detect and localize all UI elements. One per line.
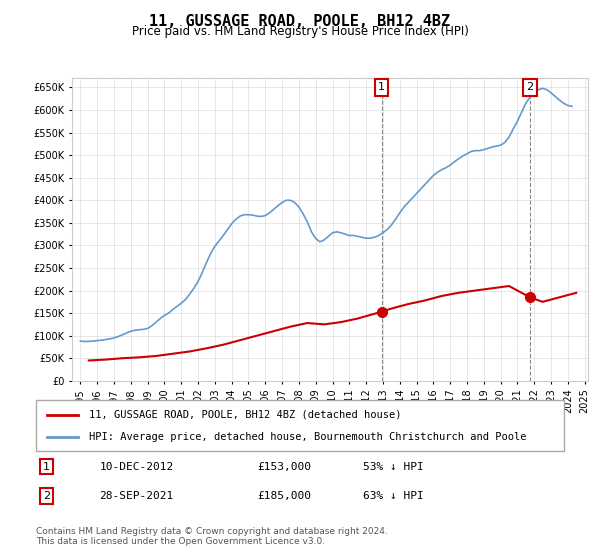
Text: 11, GUSSAGE ROAD, POOLE, BH12 4BZ (detached house): 11, GUSSAGE ROAD, POOLE, BH12 4BZ (detac… [89,409,401,419]
Text: HPI: Average price, detached house, Bournemouth Christchurch and Poole: HPI: Average price, detached house, Bour… [89,432,526,442]
Text: 63% ↓ HPI: 63% ↓ HPI [364,491,424,501]
Text: 2: 2 [526,82,533,92]
Text: 2: 2 [43,491,50,501]
FancyBboxPatch shape [36,400,564,451]
Text: 53% ↓ HPI: 53% ↓ HPI [364,461,424,472]
Text: 10-DEC-2012: 10-DEC-2012 [100,461,173,472]
Text: 28-SEP-2021: 28-SEP-2021 [100,491,173,501]
Text: Contains HM Land Registry data © Crown copyright and database right 2024.
This d: Contains HM Land Registry data © Crown c… [36,526,388,546]
Text: 11, GUSSAGE ROAD, POOLE, BH12 4BZ: 11, GUSSAGE ROAD, POOLE, BH12 4BZ [149,14,451,29]
Text: 1: 1 [378,82,385,92]
Text: £185,000: £185,000 [258,491,312,501]
Text: £153,000: £153,000 [258,461,312,472]
Text: 1: 1 [43,461,50,472]
Text: Price paid vs. HM Land Registry's House Price Index (HPI): Price paid vs. HM Land Registry's House … [131,25,469,38]
